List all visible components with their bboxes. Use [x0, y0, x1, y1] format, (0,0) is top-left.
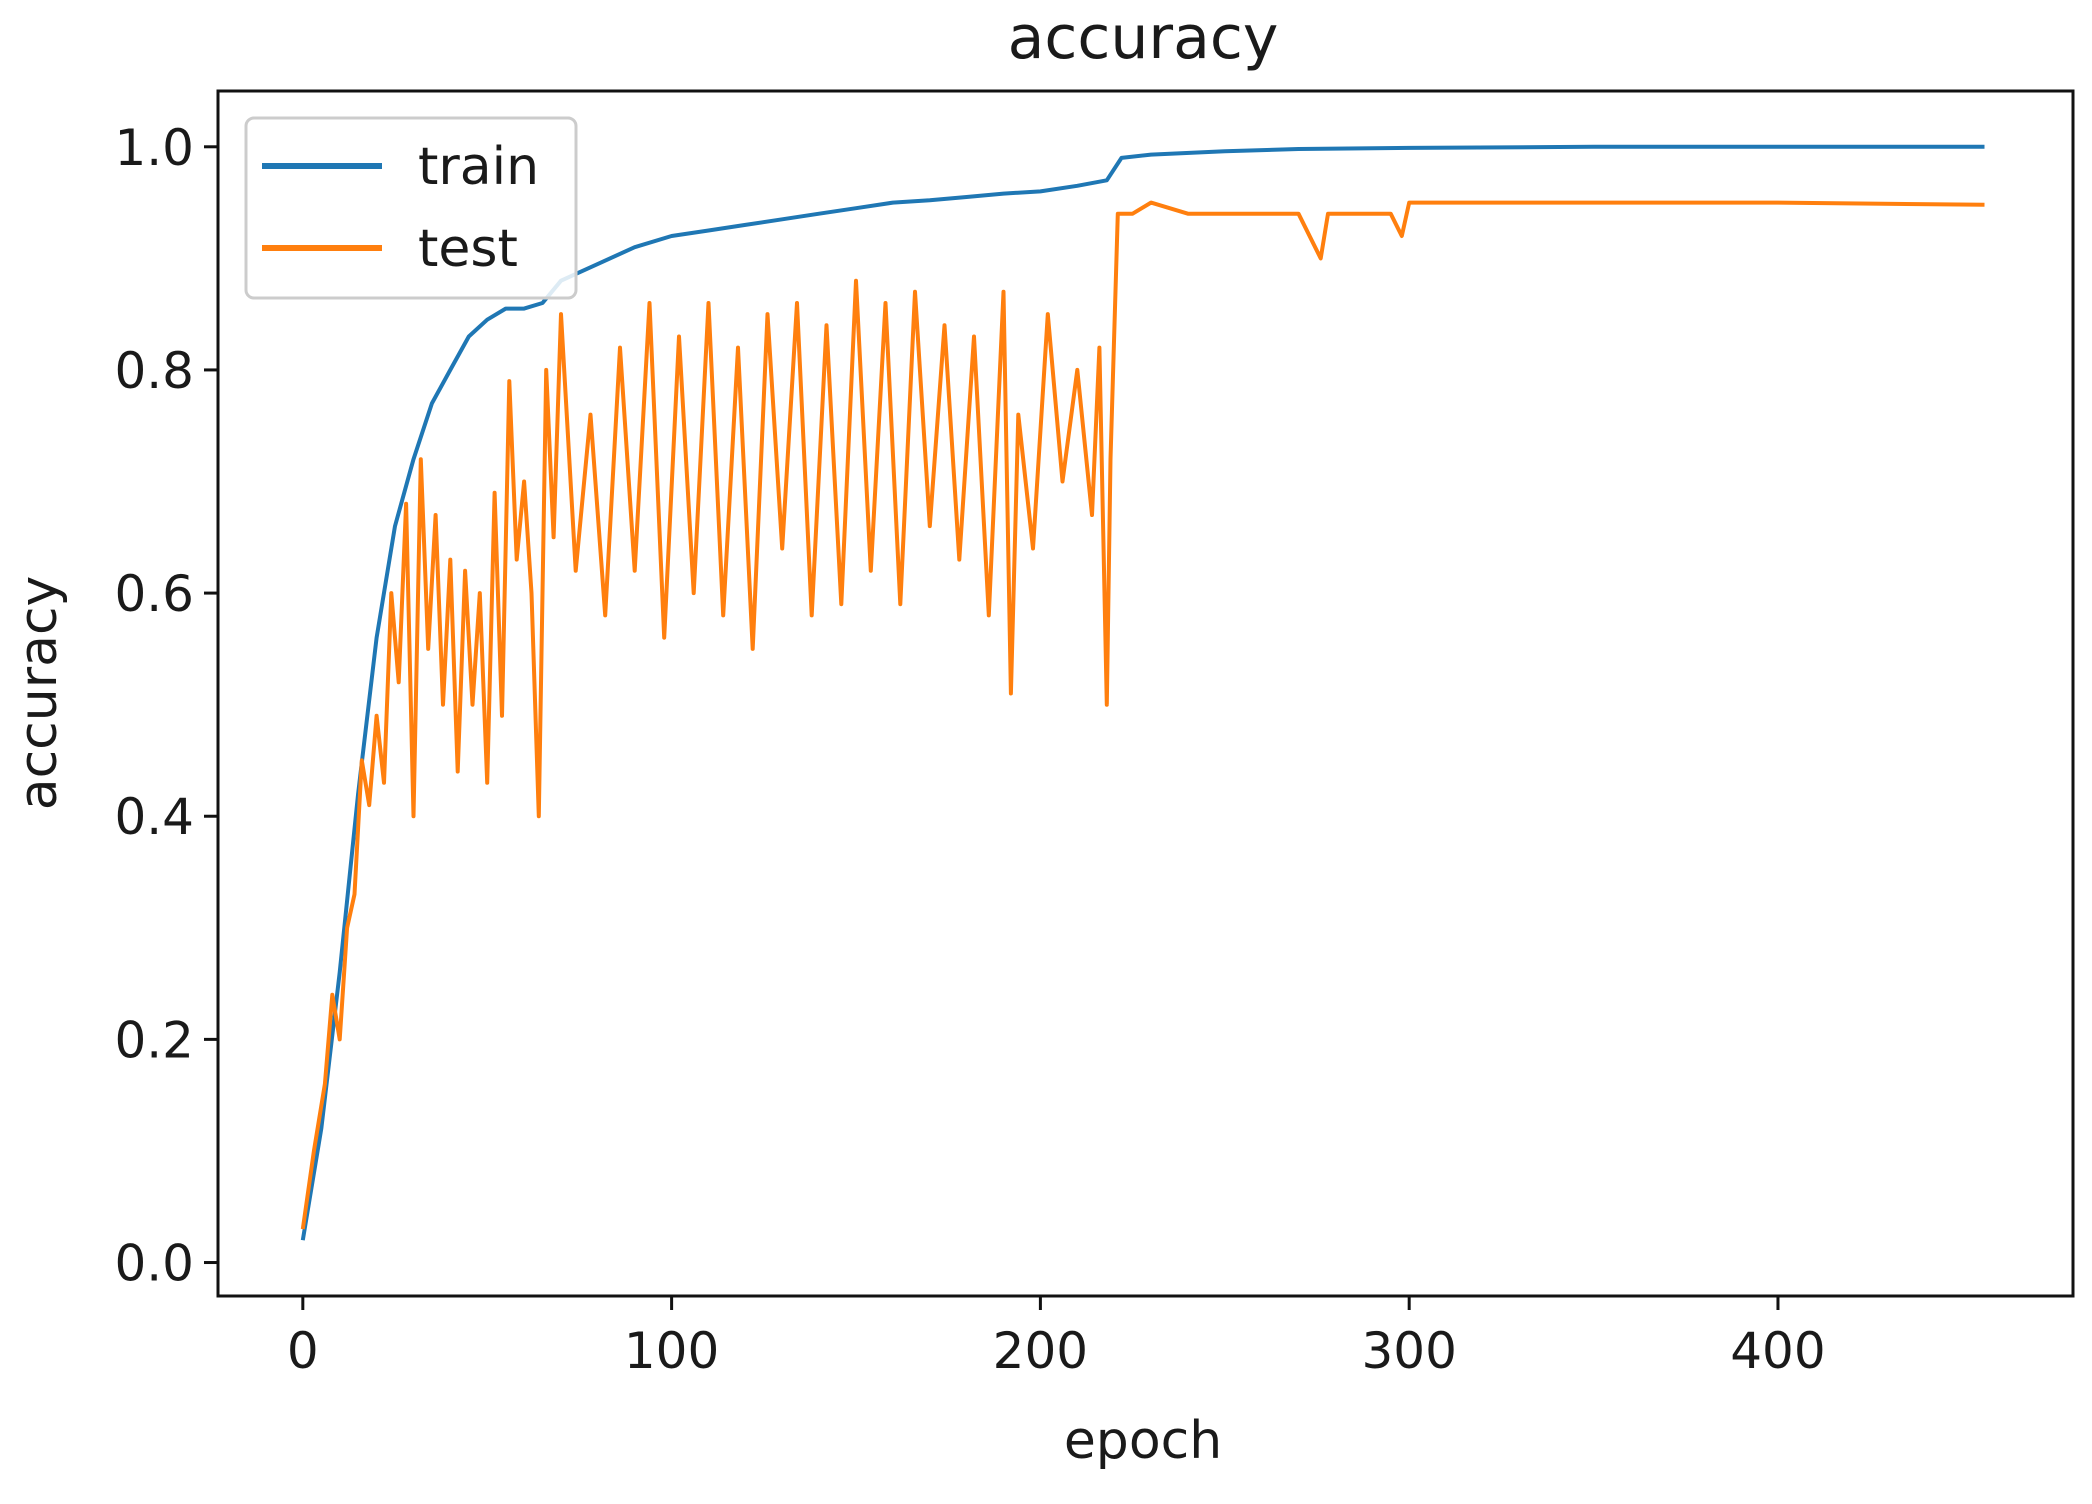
series-line-test — [300, 200, 1985, 1230]
y-tick-label: 0.8 — [114, 342, 194, 400]
y-tick-label: 0.0 — [114, 1235, 194, 1293]
y-tick-label: 0.4 — [114, 788, 194, 846]
legend-label-test: test — [418, 219, 518, 279]
x-tick-label: 300 — [1361, 1322, 1456, 1380]
y-axis-label: accuracy — [9, 576, 69, 811]
series-line-train — [300, 144, 1985, 1241]
x-tick-label: 100 — [624, 1322, 719, 1380]
x-tick-label: 400 — [1730, 1322, 1825, 1380]
legend-label-train: train — [418, 137, 539, 197]
series-layer — [300, 144, 1985, 1241]
legend: train test — [244, 116, 578, 300]
x-tick-label: 0 — [287, 1322, 319, 1380]
axis-ticks: 0 100 200 300 400 0.0 0.2 0.4 0.6 0.8 1.0 — [114, 119, 1825, 1380]
chart-title: accuracy — [1008, 3, 1279, 73]
x-axis-label: epoch — [1064, 1411, 1222, 1471]
plot-frame — [216, 89, 2075, 1298]
y-tick-label: 0.2 — [114, 1011, 194, 1069]
y-tick-label: 0.6 — [114, 565, 194, 623]
y-tick-label: 1.0 — [114, 119, 194, 177]
x-tick-label: 200 — [993, 1322, 1088, 1380]
